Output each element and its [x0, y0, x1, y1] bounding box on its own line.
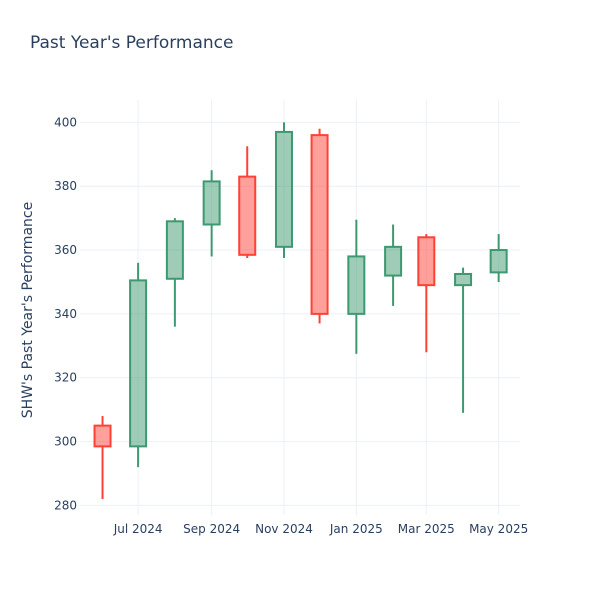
candle-decreasing[interactable] — [417, 234, 436, 353]
x-tick-label: May 2025 — [469, 522, 528, 536]
candle-layer — [93, 122, 508, 500]
axis-layer: 280 300 320 340 360 380 400 Jul 2024 Sep 2024 Nov… — [54, 115, 528, 536]
candle-increasing[interactable] — [489, 234, 508, 282]
candle-body — [384, 245, 403, 277]
y-axis-title: SHW's Past Year's Performance — [20, 202, 36, 418]
x-tick-label: Sep 2024 — [183, 522, 240, 536]
y-tick-label: 360 — [54, 243, 77, 257]
y-tick-label: 400 — [54, 115, 77, 129]
y-tick-label: 380 — [54, 179, 77, 193]
candle-body — [417, 236, 436, 287]
candle-increasing[interactable] — [165, 218, 184, 327]
y-tick-label: 320 — [54, 371, 77, 385]
x-tick-label: Jul 2024 — [113, 522, 163, 536]
x-tick-label: Nov 2024 — [255, 522, 313, 536]
candle-increasing[interactable] — [384, 224, 403, 306]
x-tick-label: Jan 2025 — [329, 522, 383, 536]
candle-body — [238, 175, 257, 256]
y-tick-label: 280 — [54, 498, 77, 512]
x-tick-label: Mar 2025 — [398, 522, 455, 536]
y-tick-label: 340 — [54, 307, 77, 321]
candle-increasing[interactable] — [454, 267, 473, 413]
candle-body — [202, 180, 221, 226]
grid-layer — [80, 100, 520, 515]
candle-body — [165, 220, 184, 280]
candle-body — [129, 279, 148, 448]
candle-increasing[interactable] — [347, 219, 366, 354]
y-tick-label: 300 — [54, 435, 77, 449]
candle-decreasing[interactable] — [310, 128, 329, 324]
candle-increasing[interactable] — [202, 170, 221, 257]
candle-body — [93, 424, 112, 448]
candle-decreasing[interactable] — [238, 146, 257, 259]
candle-increasing[interactable] — [129, 262, 148, 468]
candle-decreasing[interactable] — [93, 416, 112, 500]
candle-body — [274, 130, 293, 248]
candle-body — [310, 134, 329, 315]
candle-body — [454, 272, 473, 287]
candle-body — [489, 249, 508, 274]
chart-title: Past Year's Performance — [30, 33, 234, 53]
candle-increasing[interactable] — [274, 122, 293, 259]
candle-body — [347, 255, 366, 315]
